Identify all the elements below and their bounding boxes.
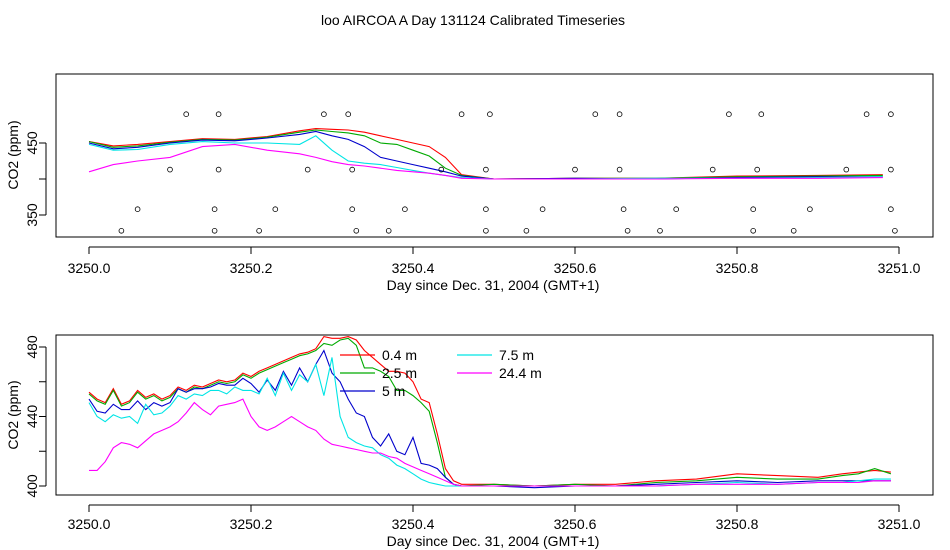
y-tick-label-0-1: 450 (24, 131, 40, 155)
data-marker-3 (183, 111, 190, 117)
data-marker-25 (539, 206, 546, 213)
lower-plot-frame (55, 334, 934, 496)
y-tick-label-0-0: 350 (24, 203, 40, 227)
data-marker-26 (572, 166, 578, 173)
data-marker-27 (592, 111, 599, 117)
data-marker-5 (211, 206, 218, 213)
data-marker-36 (750, 228, 756, 234)
lower-x-axis-label: Day since Dec. 31, 2004 (GMT+1) (387, 533, 600, 549)
series-line-1-2 (88, 349, 891, 489)
x-tick-label-1-1: 3250.2 (230, 516, 273, 532)
series-line-0-0 (88, 128, 883, 180)
data-marker-12 (345, 111, 352, 117)
y-tick-label-1-0: 400 (24, 474, 40, 498)
data-marker-34 (709, 166, 716, 173)
x-tick-label-1-2: 3250.4 (392, 516, 435, 532)
data-marker-37 (750, 206, 756, 213)
data-marker-0 (118, 228, 125, 234)
legend-label-1: 2.5 m (382, 365, 417, 381)
data-marker-39 (758, 111, 765, 117)
legend-label-4: 24.4 m (499, 365, 542, 381)
data-marker-45 (888, 166, 894, 173)
data-marker-11 (321, 111, 327, 117)
data-marker-10 (304, 166, 311, 173)
data-marker-41 (807, 206, 813, 213)
data-marker-6 (215, 166, 222, 173)
series-line-1-0 (88, 335, 891, 487)
legend-label-2: 5 m (382, 383, 405, 399)
data-marker-42 (843, 166, 850, 173)
x-tick-label-0-3: 3250.6 (554, 260, 597, 276)
data-marker-13 (349, 166, 356, 173)
data-marker-20 (483, 166, 489, 173)
data-marker-24 (523, 228, 530, 234)
x-tick-label-1-5: 3251.0 (878, 516, 921, 532)
data-marker-7 (215, 111, 222, 117)
x-tick-label-0-2: 3250.4 (392, 260, 435, 276)
data-marker-29 (616, 111, 623, 117)
upper-y-axis-label: CO2 (ppm) (5, 120, 21, 189)
series-line-1-3 (88, 357, 891, 487)
data-marker-44 (888, 111, 894, 117)
legend-label-3: 7.5 m (499, 347, 534, 363)
data-marker-46 (888, 206, 894, 213)
data-marker-32 (657, 228, 663, 234)
figure-title: loo AIRCOA A Day 131124 Calibrated Times… (321, 12, 625, 28)
data-marker-31 (624, 228, 631, 234)
data-marker-28 (616, 166, 623, 173)
data-marker-43 (863, 111, 870, 117)
series-line-1-4 (89, 398, 891, 487)
x-tick-label-0-1: 3250.2 (230, 260, 273, 276)
lower-panel: 3250.0 3250.2 3250.4 3250.6 3250.8 3251.0 400… (5, 334, 934, 549)
upper-panel: 3250.0 3250.2 3250.4 3250.6 3250.8 3251.0 350… (5, 73, 934, 293)
upper-plot-frame (55, 73, 934, 238)
data-marker-33 (673, 206, 679, 213)
data-marker-15 (353, 228, 360, 234)
x-tick-label-1-0: 3250.0 (68, 516, 111, 532)
series-line-1-1 (88, 337, 892, 487)
data-marker-18 (438, 166, 445, 173)
data-marker-16 (385, 228, 392, 234)
data-marker-19 (458, 111, 465, 117)
data-marker-2 (167, 166, 173, 173)
data-marker-40 (790, 228, 797, 234)
data-marker-9 (272, 206, 279, 213)
x-tick-label-0-5: 3251.0 (878, 260, 921, 276)
series-line-0-4 (88, 143, 883, 180)
y-tick-label-1-1: 440 (24, 405, 40, 429)
legend-label-0: 0.4 m (382, 347, 417, 363)
upper-x-axis-label: Day since Dec. 31, 2004 (GMT+1) (387, 277, 600, 293)
x-tick-label-0-0: 3250.0 (68, 260, 111, 276)
x-tick-label-0-4: 3250.8 (716, 260, 759, 276)
data-marker-35 (726, 111, 732, 117)
lower-y-axis-label: CO2 (ppm) (5, 380, 21, 449)
data-marker-17 (402, 206, 408, 213)
data-marker-38 (754, 166, 760, 173)
x-tick-label-1-4: 3250.8 (716, 516, 759, 532)
series-line-0-3 (88, 135, 883, 180)
data-marker-21 (483, 206, 489, 213)
data-marker-30 (620, 206, 627, 213)
y-tick-label-1-2: 480 (24, 335, 40, 359)
data-marker-47 (892, 228, 898, 234)
data-marker-23 (487, 111, 493, 117)
data-marker-22 (483, 228, 489, 234)
data-marker-1 (134, 206, 141, 213)
data-marker-14 (349, 206, 356, 213)
x-tick-label-1-3: 3250.6 (554, 516, 597, 532)
data-marker-8 (256, 228, 262, 234)
data-marker-4 (211, 228, 218, 234)
